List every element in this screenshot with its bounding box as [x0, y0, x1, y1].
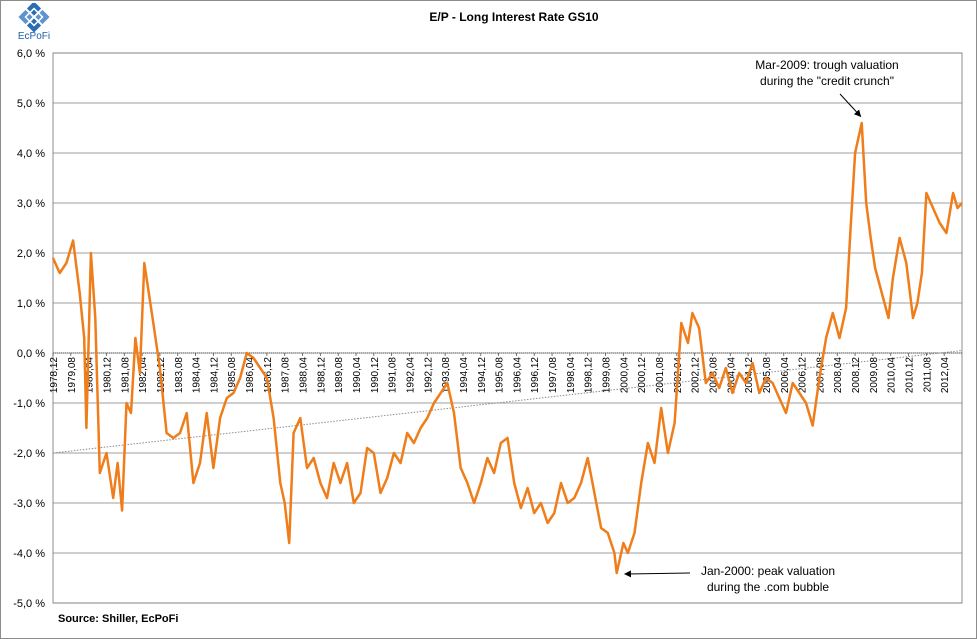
x-tick-label: 1998,04 [566, 357, 577, 394]
x-tick-label: 2012,04 [940, 357, 951, 394]
y-tick-label: 2,0 % [17, 248, 45, 260]
x-tick-label: 2006,12 [798, 357, 809, 394]
x-tick-label: 1989,08 [334, 357, 345, 394]
x-tick-label: 2008,12 [851, 357, 862, 394]
x-tick-label: 1986,12 [263, 357, 274, 394]
y-axis-labels: 6,0 % 5,0 % 4,0 % 3,0 % 2,0 % 1,0 % 0,0 % -1,0 … [13, 48, 45, 610]
x-tick-label: 1983,08 [174, 357, 185, 394]
y-tick-label: 6,0 % [17, 48, 45, 60]
x-tick-label: 1993,08 [441, 357, 452, 394]
trendline-layer [52, 350, 963, 454]
x-tick-label: 2010,04 [887, 357, 898, 394]
x-tick-label: 2010,12 [905, 357, 916, 394]
y-tick-label: 5,0 % [17, 98, 45, 110]
x-tick-label: 1990,04 [352, 357, 363, 394]
x-tick-label: 2000,12 [637, 357, 648, 394]
x-tick-label: 1985,08 [227, 357, 238, 394]
x-tick-label: 1988,12 [316, 357, 327, 394]
x-tick-label: 1990,12 [370, 357, 381, 394]
x-tick-label: 2005,08 [762, 357, 773, 394]
y-tick-label: 3,0 % [17, 198, 45, 210]
logo-text: EcPoFi [17, 31, 51, 42]
x-axis-labels: 1978,12 1979,08 1980,04 1980,12 1981,08 1982,… [49, 353, 951, 393]
annotation-dotcom-text: during the .com bubble [707, 580, 829, 594]
x-tick-label: 1991,08 [388, 357, 399, 394]
y-tick-label: -2,0 % [13, 448, 45, 460]
annotations-layer: Mar-2009: trough valuation during the "cr… [623, 58, 899, 594]
annotation-dotcom-text: Jan-2000: peak valuation [701, 564, 835, 578]
x-tick-label: 1994,04 [459, 357, 470, 394]
series-layer [51, 121, 963, 575]
y-tick-label: -4,0 % [13, 548, 45, 560]
x-tick-label: 1981,08 [120, 357, 131, 394]
x-tick-label: 1999,08 [602, 357, 613, 394]
x-tick-label: 1984,04 [192, 357, 203, 394]
grid-layer [52, 52, 963, 604]
annotation-credit-crunch-text: during the "credit crunch" [760, 74, 894, 88]
y-tick-label: 0,0 % [17, 348, 45, 360]
x-tick-label: 1980,12 [102, 357, 113, 394]
y-tick-label: 1,0 % [17, 298, 45, 310]
x-tick-label: 2011,08 [922, 357, 933, 393]
x-tick-label: 1979,08 [67, 357, 78, 394]
x-tick-label: 2009,08 [869, 357, 880, 394]
x-tick-label: 2008,04 [833, 357, 844, 394]
chart-title: E/P - Long Interest Rate GS10 [429, 10, 598, 24]
x-tick-label: 1987,08 [281, 357, 292, 394]
x-tick-label: 2000,04 [619, 357, 630, 394]
logo-mark-icon [18, 1, 50, 33]
ecpofi-logo: EcPoFi [4, 1, 64, 43]
series-line [51, 121, 963, 575]
annotation-credit-crunch-arrow [839, 93, 862, 118]
plot-border [52, 52, 963, 604]
y-tick-label: -3,0 % [13, 498, 45, 510]
y-tick-label: -5,0 % [13, 598, 45, 610]
x-tick-label: 1984,12 [209, 357, 220, 394]
y-tick-label: 4,0 % [17, 148, 45, 160]
x-tick-label: 1997,08 [548, 357, 559, 394]
trendline [52, 350, 963, 454]
x-tick-label: 1994,12 [477, 357, 488, 394]
x-tick-label: 1996,12 [530, 357, 541, 394]
x-tick-label: 1986,04 [245, 357, 256, 394]
x-tick-label: 2002,12 [691, 357, 702, 394]
x-tick-label: 1992,04 [405, 357, 416, 394]
x-tick-label: 2004,04 [726, 357, 737, 394]
x-tick-label: 1996,04 [512, 357, 523, 394]
x-tick-label: 2001,08 [655, 357, 666, 394]
x-tick-label: 1982,04 [138, 357, 149, 394]
x-tick-label: 1988,04 [299, 357, 310, 394]
source-note: Source: Shiller, EcPoFi [58, 613, 179, 625]
x-tick-label: 1998,12 [584, 357, 595, 394]
y-tick-label: -1,0 % [13, 398, 45, 410]
annotation-credit-crunch-text: Mar-2009: trough valuation [755, 58, 898, 72]
x-tick-label: 2006,04 [780, 357, 791, 394]
x-tick-label: 1992,12 [423, 357, 434, 394]
x-tick-label: 1980,04 [85, 357, 96, 394]
x-tick-label: 1978,12 [49, 357, 60, 394]
x-tick-label: 1995,08 [495, 357, 506, 394]
annotation-dotcom-arrow [623, 570, 691, 578]
